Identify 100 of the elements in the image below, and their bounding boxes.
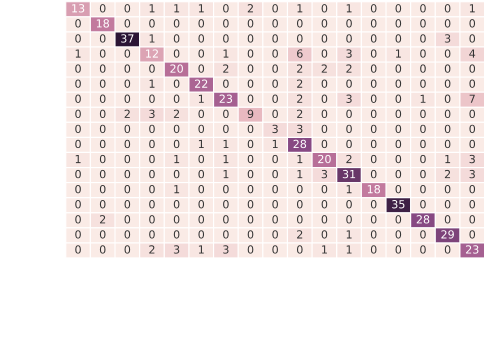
data-label: 0 <box>100 124 106 134</box>
data-label: 0 <box>469 64 476 73</box>
data-label: 0 <box>198 49 204 58</box>
data-label: 1 <box>174 4 180 12</box>
data-label: 0 <box>75 230 81 239</box>
data-label: 0 <box>198 19 204 28</box>
data-label: 0 <box>124 79 130 88</box>
data-label: 0 <box>248 200 254 208</box>
data-label: 0 <box>469 79 476 88</box>
data-label: 4 <box>469 49 476 58</box>
data-label: 0 <box>75 110 81 118</box>
data-label: 3 <box>297 124 302 134</box>
data-label: 0 <box>322 124 328 134</box>
data-label: 0 <box>420 110 426 118</box>
data-label: 3 <box>470 170 475 178</box>
data-label: 2 <box>100 215 106 224</box>
data-label: 0 <box>444 124 450 134</box>
data-label: 0 <box>420 79 426 88</box>
data-label: 0 <box>370 170 376 178</box>
data-label: 0 <box>75 184 81 194</box>
data-label: 0 <box>370 154 376 164</box>
data-label: 0 <box>420 154 426 164</box>
data-label: 1 <box>198 140 204 148</box>
data-label: 0 <box>124 245 130 254</box>
data-label: 0 <box>75 215 81 224</box>
data-label: 1 <box>150 4 154 12</box>
data-label: 0 <box>322 230 328 239</box>
data-label: 0 <box>420 49 426 58</box>
data-label: 0 <box>223 4 229 13</box>
data-label: 0 <box>124 184 130 194</box>
data-label: 0 <box>100 79 106 88</box>
data-label: 0 <box>370 124 376 134</box>
data-label: 3 <box>322 170 328 178</box>
data-label: 0 <box>444 49 450 58</box>
data-label: 0 <box>272 200 278 208</box>
data-label: 0 <box>248 19 254 28</box>
data-label: 0 <box>420 184 426 194</box>
data-label: 0 <box>420 245 426 254</box>
data-label: 0 <box>370 245 376 254</box>
data-label: 0 <box>198 110 204 118</box>
data-label: 0 <box>174 49 180 58</box>
data-label: 0 <box>296 215 303 224</box>
data-label: 0 <box>444 79 450 88</box>
data-label: 0 <box>174 79 180 88</box>
data-label: 0 <box>444 215 450 224</box>
data-label: 0 <box>444 64 450 73</box>
data-label: 0 <box>100 110 106 118</box>
data-label: 29 <box>441 230 454 239</box>
data-label: 0 <box>198 200 204 208</box>
data-label: 0 <box>420 34 426 43</box>
data-label: 0 <box>223 110 229 118</box>
data-label: 0 <box>444 4 450 13</box>
data-label: 0 <box>248 64 254 73</box>
data-label: 1 <box>420 94 426 103</box>
data-label: 0 <box>469 200 476 208</box>
data-label: 1 <box>346 185 352 194</box>
data-label: 0 <box>75 64 81 73</box>
data-label: 0 <box>346 34 352 43</box>
data-label: 0 <box>469 124 476 134</box>
data-label: 1 <box>198 4 204 12</box>
data-label: 0 <box>174 124 180 134</box>
data-label: 0 <box>296 200 303 208</box>
data-label: 3 <box>174 245 180 254</box>
data-label: 1 <box>297 170 302 178</box>
data-label: 0 <box>100 49 106 58</box>
data-label: 0 <box>322 200 328 208</box>
data-label: 0 <box>124 94 130 103</box>
data-label: 0 <box>396 184 402 194</box>
data-label: 0 <box>124 230 130 239</box>
data-label: 0 <box>296 245 303 254</box>
data-label: 0 <box>444 19 450 28</box>
data-label: 0 <box>198 64 204 73</box>
data-label: 0 <box>75 79 81 88</box>
data-label: 0 <box>124 170 130 178</box>
data-label: 0 <box>420 200 426 208</box>
data-label: 0 <box>444 200 450 208</box>
data-label: 0 <box>272 79 278 88</box>
data-label: 3 <box>346 94 352 103</box>
data-label: 0 <box>370 140 376 148</box>
data-label: 1 <box>224 154 228 164</box>
data-label: 3 <box>272 124 278 134</box>
data-label: 2 <box>174 110 180 118</box>
data-label: 1 <box>445 154 450 164</box>
data-label: 9 <box>248 110 254 118</box>
data-label: 0 <box>444 245 450 254</box>
data-label: 0 <box>272 154 278 164</box>
data-label: 23 <box>220 94 232 103</box>
data-label: 0 <box>420 4 426 13</box>
data-label: 0 <box>149 154 155 164</box>
data-label: 0 <box>149 200 155 208</box>
data-label: 2 <box>444 170 450 178</box>
data-label: 0 <box>322 94 328 103</box>
data-label: 6 <box>297 49 303 58</box>
data-label: 0 <box>396 19 402 28</box>
data-label: 2 <box>297 230 302 238</box>
data-label: 2 <box>124 110 130 118</box>
data-label: 0 <box>100 140 106 148</box>
data-label: 0 <box>75 124 81 134</box>
data-label: 1 <box>297 154 302 164</box>
data-label: 0 <box>174 200 180 208</box>
